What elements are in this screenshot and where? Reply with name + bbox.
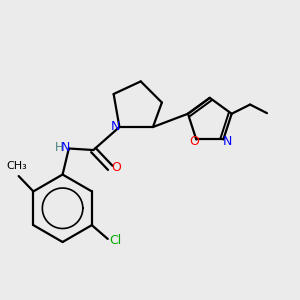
Text: O: O [189, 134, 199, 148]
Text: CH₃: CH₃ [7, 160, 28, 170]
Text: N: N [61, 141, 70, 154]
Text: N: N [111, 120, 120, 133]
Text: O: O [111, 161, 121, 174]
Text: H: H [55, 141, 64, 154]
Text: Cl: Cl [109, 234, 122, 247]
Text: N: N [223, 134, 232, 148]
